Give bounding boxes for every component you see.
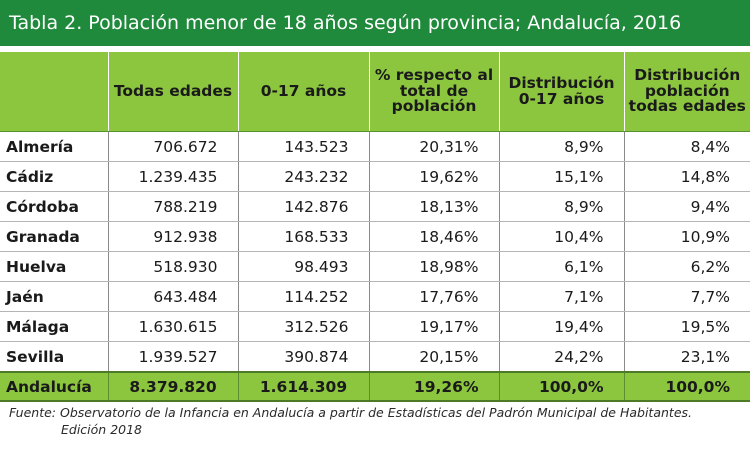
dist-all-cell: 23,1%	[623, 341, 750, 373]
percent-cell: 20,31%	[368, 131, 499, 162]
dist-all-cell: 8,4%	[623, 131, 750, 162]
source-note-line1: Fuente: Observatorio de la Infancia en A…	[9, 405, 692, 420]
minors-cell: 114.252	[237, 281, 369, 312]
table-title: Tabla 2. Población menor de 18 años segú…	[0, 0, 750, 46]
percent-cell: 18,46%	[368, 221, 499, 252]
total-minors-cell: 1.614.309	[237, 371, 369, 402]
percent-cell: 19,62%	[368, 161, 499, 192]
all-ages-cell: 643.484	[107, 281, 238, 312]
province-cell: Granada	[0, 221, 108, 252]
minors-cell: 243.232	[237, 161, 369, 192]
minors-cell: 142.876	[237, 191, 369, 222]
dist-minors-cell: 6,1%	[498, 251, 624, 282]
minors-cell: 390.874	[237, 341, 369, 373]
total-dist-minors-cell: 100,0%	[498, 371, 624, 402]
header-cell-all-ages: Todas edades	[107, 52, 238, 132]
minors-cell: 98.493	[237, 251, 369, 282]
percent-cell: 18,13%	[368, 191, 499, 222]
dist-minors-cell: 10,4%	[498, 221, 624, 252]
total-row: Andalucía 8.379.820 1.614.309 19,26% 100…	[0, 371, 750, 402]
dist-all-cell: 14,8%	[623, 161, 750, 192]
table-row: Jaén 643.484 114.252 17,76% 7,1% 7,7%	[0, 281, 750, 312]
table-row: Huelva 518.930 98.493 18,98% 6,1% 6,2%	[0, 251, 750, 282]
header-cell-distribution-all: Distribución población todas edades	[623, 52, 750, 132]
province-cell: Málaga	[0, 311, 108, 342]
table-row: Granada 912.938 168.533 18,46% 10,4% 10,…	[0, 221, 750, 252]
all-ages-cell: 1.630.615	[107, 311, 238, 342]
header-cell-0-17: 0-17 años	[237, 52, 369, 132]
total-province-cell: Andalucía	[0, 371, 108, 402]
dist-all-cell: 9,4%	[623, 191, 750, 222]
percent-cell: 20,15%	[368, 341, 499, 373]
province-cell: Huelva	[0, 251, 108, 282]
source-note: Fuente: Observatorio de la Infancia en A…	[9, 404, 744, 438]
percent-cell: 18,98%	[368, 251, 499, 282]
population-table: Todas edades 0-17 años % respecto al tot…	[0, 52, 750, 402]
all-ages-cell: 788.219	[107, 191, 238, 222]
dist-all-cell: 7,7%	[623, 281, 750, 312]
table-row: Córdoba 788.219 142.876 18,13% 8,9% 9,4%	[0, 191, 750, 222]
header-cell-percent-total: % respecto al total de población	[368, 52, 499, 132]
header-cell-distribution-0-17: Distribución 0-17 años	[498, 52, 624, 132]
dist-minors-cell: 15,1%	[498, 161, 624, 192]
dist-minors-cell: 7,1%	[498, 281, 624, 312]
all-ages-cell: 706.672	[107, 131, 238, 162]
source-note-line2: Edición 2018	[61, 422, 143, 437]
dist-minors-cell: 19,4%	[498, 311, 624, 342]
all-ages-cell: 912.938	[107, 221, 238, 252]
total-dist-all-cell: 100,0%	[623, 371, 750, 402]
all-ages-cell: 518.930	[107, 251, 238, 282]
all-ages-cell: 1.239.435	[107, 161, 238, 192]
header-cell-province	[0, 52, 108, 132]
dist-minors-cell: 8,9%	[498, 191, 624, 222]
header-row: Todas edades 0-17 años % respecto al tot…	[0, 52, 750, 132]
province-cell: Córdoba	[0, 191, 108, 222]
minors-cell: 312.526	[237, 311, 369, 342]
table-row: Almería 706.672 143.523 20,31% 8,9% 8,4%	[0, 131, 750, 162]
total-all-ages-cell: 8.379.820	[107, 371, 238, 402]
table-row: Sevilla 1.939.527 390.874 20,15% 24,2% 2…	[0, 341, 750, 373]
dist-all-cell: 6,2%	[623, 251, 750, 282]
all-ages-cell: 1.939.527	[107, 341, 238, 373]
minors-cell: 143.523	[237, 131, 369, 162]
percent-cell: 19,17%	[368, 311, 499, 342]
province-cell: Almería	[0, 131, 108, 162]
minors-cell: 168.533	[237, 221, 369, 252]
dist-minors-cell: 24,2%	[498, 341, 624, 373]
table-row: Málaga 1.630.615 312.526 19,17% 19,4% 19…	[0, 311, 750, 342]
dist-all-cell: 10,9%	[623, 221, 750, 252]
dist-all-cell: 19,5%	[623, 311, 750, 342]
province-cell: Jaén	[0, 281, 108, 312]
province-cell: Cádiz	[0, 161, 108, 192]
total-percent-cell: 19,26%	[368, 371, 499, 402]
table-row: Cádiz 1.239.435 243.232 19,62% 15,1% 14,…	[0, 161, 750, 192]
dist-minors-cell: 8,9%	[498, 131, 624, 162]
percent-cell: 17,76%	[368, 281, 499, 312]
province-cell: Sevilla	[0, 341, 108, 373]
